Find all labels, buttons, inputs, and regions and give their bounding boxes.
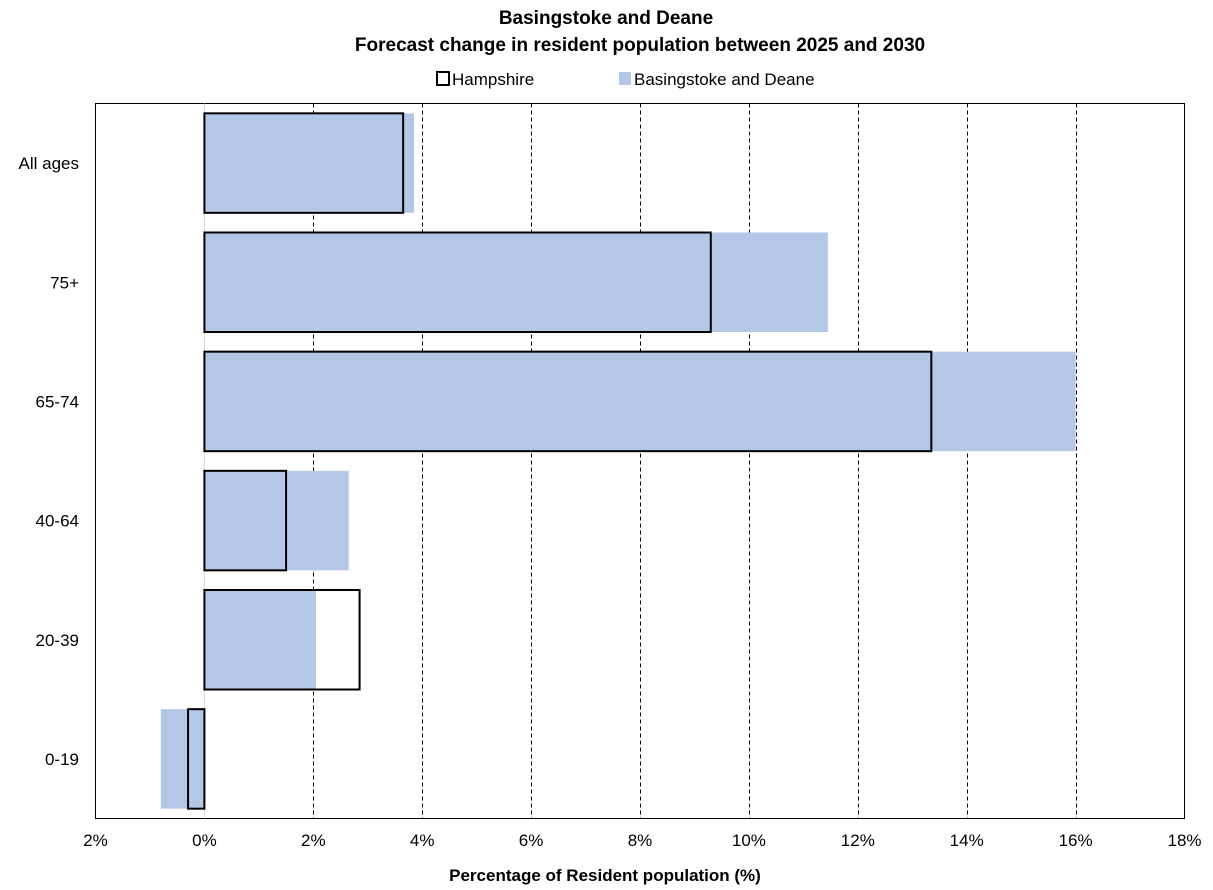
- category-labels: All ages 75+ 65-74 40-64 20-39 0-19: [19, 154, 80, 769]
- bar-basingstoke: [204, 113, 415, 213]
- category-label: 65-74: [36, 392, 79, 411]
- category-label: 20-39: [36, 631, 79, 650]
- x-tick-label: 18%: [1167, 831, 1201, 850]
- x-tick-label: 2%: [83, 831, 108, 850]
- bar-basingstoke: [204, 589, 317, 690]
- bar-hampshire: [203, 469, 288, 572]
- x-tick-label: 0%: [192, 831, 217, 850]
- x-tick-label: 6%: [519, 831, 544, 850]
- x-axis-title: Percentage of Resident population (%): [449, 866, 761, 885]
- bar-hampshire: [187, 708, 206, 810]
- category-label: All ages: [19, 154, 79, 173]
- category-label: 0-19: [45, 750, 79, 769]
- x-tick-label: 4%: [410, 831, 435, 850]
- legend-label-hampshire: Hampshire: [452, 70, 534, 89]
- x-tick-labels: 2% 0% 2% 4% 6% 8% 10% 12% 14% 16% 18%: [83, 831, 1201, 850]
- x-tick-label: 2%: [301, 831, 326, 850]
- bar-basingstoke: [160, 709, 205, 809]
- bar-hampshire: [203, 588, 361, 691]
- x-tick-label: 16%: [1059, 831, 1093, 850]
- x-tick-label: 14%: [950, 831, 984, 850]
- chart-subtitle: Forecast change in resident population b…: [355, 35, 925, 56]
- bar-basingstoke: [204, 232, 828, 333]
- x-tick-label: 10%: [732, 831, 766, 850]
- chart-title: Basingstoke and Deane: [499, 8, 713, 29]
- hampshire-bars: [187, 112, 933, 810]
- legend-swatch-basingstoke: [619, 72, 631, 85]
- category-label: 75+: [50, 273, 79, 292]
- gridlines: [204, 103, 1077, 819]
- legend-label-basingstoke: Basingstoke and Deane: [634, 70, 815, 89]
- x-tick-label: 12%: [841, 831, 875, 850]
- category-label: 40-64: [36, 512, 79, 531]
- bar-hampshire: [203, 231, 712, 334]
- bar-basingstoke: [204, 470, 349, 571]
- legend: Hampshire Basingstoke and Deane: [436, 70, 815, 89]
- bar-hampshire: [203, 350, 933, 453]
- legend-swatch-hampshire: [436, 71, 450, 86]
- x-tick-label: 8%: [628, 831, 653, 850]
- bar-hampshire: [203, 112, 405, 214]
- bar-basingstoke: [204, 351, 1076, 452]
